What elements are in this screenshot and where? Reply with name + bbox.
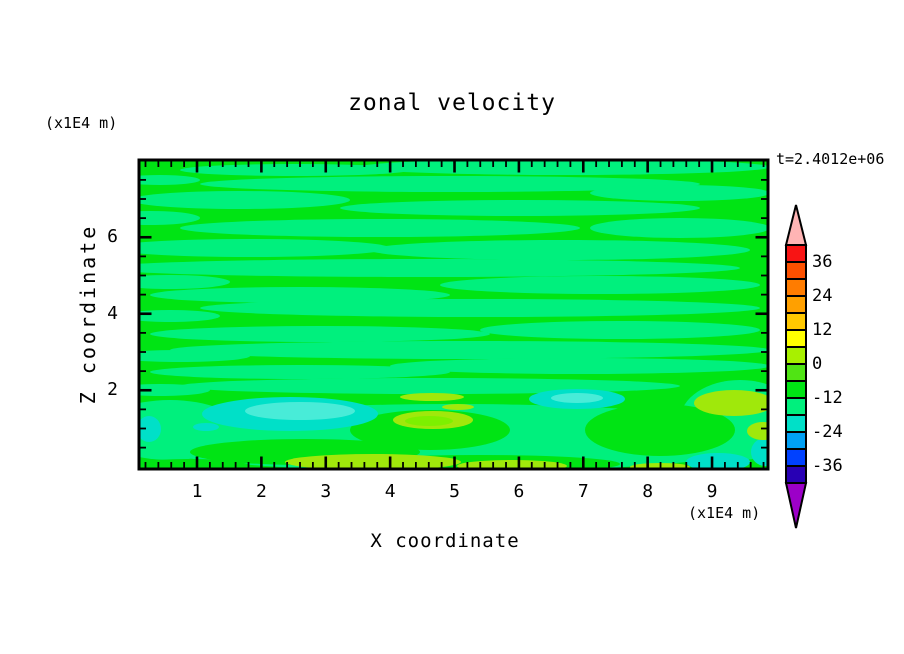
colorbar-tick-label: 36 <box>812 252 833 272</box>
x-axis-unit-label: (x1E4 m) <box>688 504 761 522</box>
colorbar-arrow-bottom <box>784 482 808 529</box>
x-tick-label: 3 <box>320 481 332 502</box>
axis-ticks <box>140 161 767 468</box>
y-tick-label: 6 <box>107 226 118 248</box>
colorbar-tick-label: 24 <box>812 286 833 306</box>
colorbar-tick-label: 12 <box>812 320 833 340</box>
x-tick-label: 1 <box>191 481 203 502</box>
plot-border <box>137 158 770 471</box>
x-tick-label: 5 <box>449 481 460 502</box>
colorbar-tick-label: 0 <box>812 354 823 374</box>
time-label: t=2.4012e+06 <box>776 150 885 168</box>
colorbar-tick-label: -24 <box>812 422 843 442</box>
x-tick-label: 4 <box>384 481 396 502</box>
x-tick-label: 7 <box>577 481 589 502</box>
colorbar-tick-label: -36 <box>812 456 843 476</box>
colorbar-tick-label: -12 <box>812 388 843 408</box>
x-axis-label: X coordinate <box>370 530 520 552</box>
y-tick-label: 2 <box>107 379 118 401</box>
colorbar-arrow-top <box>784 204 808 246</box>
x-tick-label: 8 <box>642 481 654 502</box>
x-tick-label: 2 <box>255 481 267 502</box>
x-tick-label: 6 <box>513 481 525 502</box>
y-axis-unit-label: (x1E4 m) <box>45 114 118 132</box>
colorbar <box>784 204 808 529</box>
x-tick-label: 9 <box>706 481 718 502</box>
contour-field <box>140 161 767 468</box>
plot-title: zonal velocity <box>348 90 556 116</box>
y-tick-label: 4 <box>107 302 118 324</box>
